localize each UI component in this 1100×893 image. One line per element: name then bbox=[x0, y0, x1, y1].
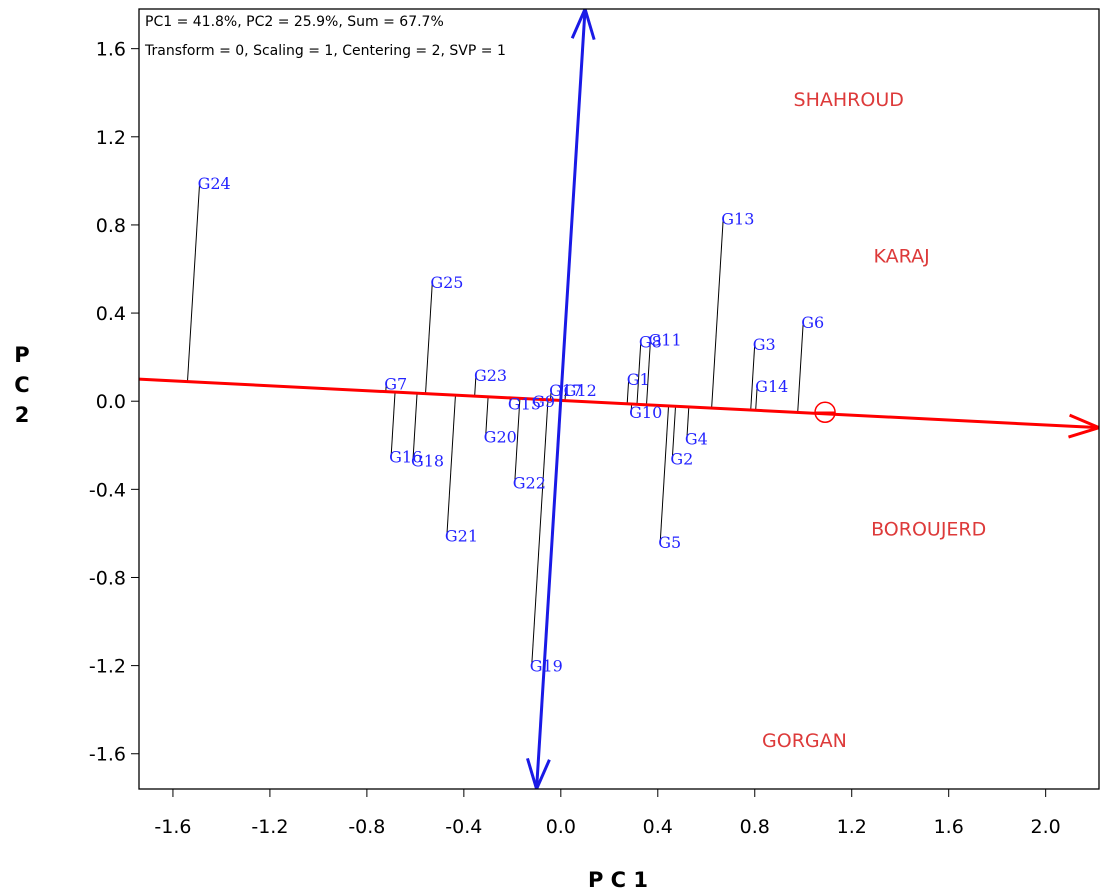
x-axis-title: P C 1 bbox=[588, 868, 648, 892]
projection-line bbox=[390, 392, 396, 457]
info-line-2: Transform = 0, Scaling = 1, Centering = … bbox=[144, 43, 506, 59]
projection-line bbox=[474, 374, 477, 397]
y-tick-label: -0.8 bbox=[89, 567, 126, 589]
x-tick-label: 0.8 bbox=[740, 816, 770, 838]
genotype-point-g5: G5 bbox=[658, 533, 681, 552]
genotype-point-g2: G2 bbox=[670, 449, 693, 468]
projection-line bbox=[514, 398, 521, 483]
environment-labels: SHAHROUD KARAJ BOROUJERD GORGAN bbox=[762, 89, 986, 752]
projection-line bbox=[750, 343, 756, 411]
y-axis-title-char-3: 2 bbox=[15, 403, 30, 427]
aea-lines bbox=[139, 9, 1099, 789]
plot-frame bbox=[138, 8, 1100, 790]
y-axis-title-char-2: C bbox=[14, 373, 29, 397]
x-tick-label: 1.6 bbox=[934, 816, 964, 838]
genotype-point-g8: G8 bbox=[639, 333, 662, 352]
environment-label-shahroud: SHAHROUD bbox=[794, 89, 904, 111]
projection-line bbox=[485, 396, 489, 437]
x-tick-label: -1.2 bbox=[251, 816, 288, 838]
genotype-point-g19: G19 bbox=[530, 657, 563, 676]
projection-line bbox=[636, 341, 642, 405]
y-tick-label: -1.2 bbox=[89, 656, 126, 678]
genotype-point-g22: G22 bbox=[513, 474, 546, 493]
genotype-point-g10: G10 bbox=[629, 403, 662, 422]
projection-line bbox=[671, 406, 677, 459]
projection-line bbox=[186, 183, 201, 382]
projection-line bbox=[711, 218, 724, 409]
aea-abscissa-arrowhead bbox=[1068, 413, 1099, 439]
genotype-point-g20: G20 bbox=[484, 427, 517, 446]
x-tick-label: 0.0 bbox=[546, 816, 576, 838]
aea-ordinate-arrowhead-bottom bbox=[526, 757, 551, 789]
projection-line bbox=[626, 379, 630, 404]
projection-lines bbox=[186, 183, 804, 666]
genotype-point-g7: G7 bbox=[384, 375, 407, 394]
y-axis-title: P C 2 bbox=[14, 343, 29, 427]
genotype-point-g1: G1 bbox=[627, 370, 650, 389]
genotype-point-g4: G4 bbox=[685, 430, 708, 449]
projection-line bbox=[564, 390, 567, 401]
environment-label-boroujerd: BOROUJERD bbox=[871, 519, 986, 541]
x-tick-label: -0.8 bbox=[348, 816, 385, 838]
info-line-1: PC1 = 41.8%, PC2 = 25.9%, Sum = 67.7% bbox=[145, 14, 444, 30]
genotype-point-g25: G25 bbox=[430, 273, 463, 292]
y-tick-label: 1.6 bbox=[96, 39, 126, 61]
y-tick-label: -1.6 bbox=[89, 744, 126, 766]
projection-line bbox=[686, 406, 690, 439]
environment-label-gorgan: GORGAN bbox=[762, 730, 847, 752]
genotype-point-g11: G11 bbox=[649, 331, 682, 350]
genotype-point-g24: G24 bbox=[198, 174, 231, 193]
y-tick-label: 0.4 bbox=[96, 303, 126, 325]
genotype-point-g16: G16 bbox=[389, 447, 422, 466]
aea-abscissa-line bbox=[139, 377, 1099, 430]
y-axis-ticks: 1.6 1.2 0.8 0.4 0.0 -0.4 -0.8 -1.2 -1.6 bbox=[89, 39, 139, 766]
x-tick-label: 1.2 bbox=[837, 816, 867, 838]
genotype-point-g14: G14 bbox=[755, 377, 788, 396]
projection-line bbox=[755, 385, 758, 411]
x-axis-ticks: -1.6 -1.2 -0.8 -0.4 0.0 0.4 0.8 1.2 1.6 2.0 bbox=[154, 789, 1061, 838]
genotype-point-g15: G15 bbox=[508, 394, 541, 413]
projection-line bbox=[797, 321, 804, 413]
genotype-point-g23: G23 bbox=[474, 366, 507, 385]
y-tick-label: -0.4 bbox=[89, 479, 126, 501]
environment-label-karaj: KARAJ bbox=[874, 245, 930, 267]
genotype-point-g3: G3 bbox=[753, 335, 776, 354]
genotype-labels: G1G2G3G4G5G6G7G8G9G10G11G12G13G14G15G16G… bbox=[198, 174, 825, 676]
y-tick-label: 0.0 bbox=[96, 391, 126, 413]
projection-line bbox=[550, 390, 552, 400]
genotype-point-g13: G13 bbox=[721, 209, 754, 228]
x-tick-label: 2.0 bbox=[1031, 816, 1061, 838]
y-tick-label: 0.8 bbox=[96, 215, 126, 237]
projection-line bbox=[531, 399, 549, 666]
aea-ordinate-arrowhead-top bbox=[570, 9, 596, 41]
genotype-point-g18: G18 bbox=[411, 452, 444, 471]
y-axis-title-char-1: P bbox=[14, 343, 29, 367]
genotype-point-g17: G17 bbox=[549, 381, 582, 400]
genotype-point-g21: G21 bbox=[445, 527, 478, 546]
projection-line bbox=[412, 393, 418, 461]
x-tick-label: 0.4 bbox=[643, 816, 673, 838]
genotype-point-g12: G12 bbox=[564, 381, 597, 400]
genotype-point-g6: G6 bbox=[801, 313, 824, 332]
projection-line bbox=[425, 282, 433, 394]
projection-line bbox=[646, 339, 652, 405]
y-tick-label: 1.2 bbox=[96, 127, 126, 149]
x-tick-label: -1.6 bbox=[154, 816, 191, 838]
x-tick-label: -0.4 bbox=[445, 816, 482, 838]
projection-line bbox=[446, 395, 456, 536]
aea-ordinate-line bbox=[535, 9, 587, 789]
genotype-point-g9: G9 bbox=[532, 392, 555, 411]
projection-line bbox=[659, 405, 670, 543]
